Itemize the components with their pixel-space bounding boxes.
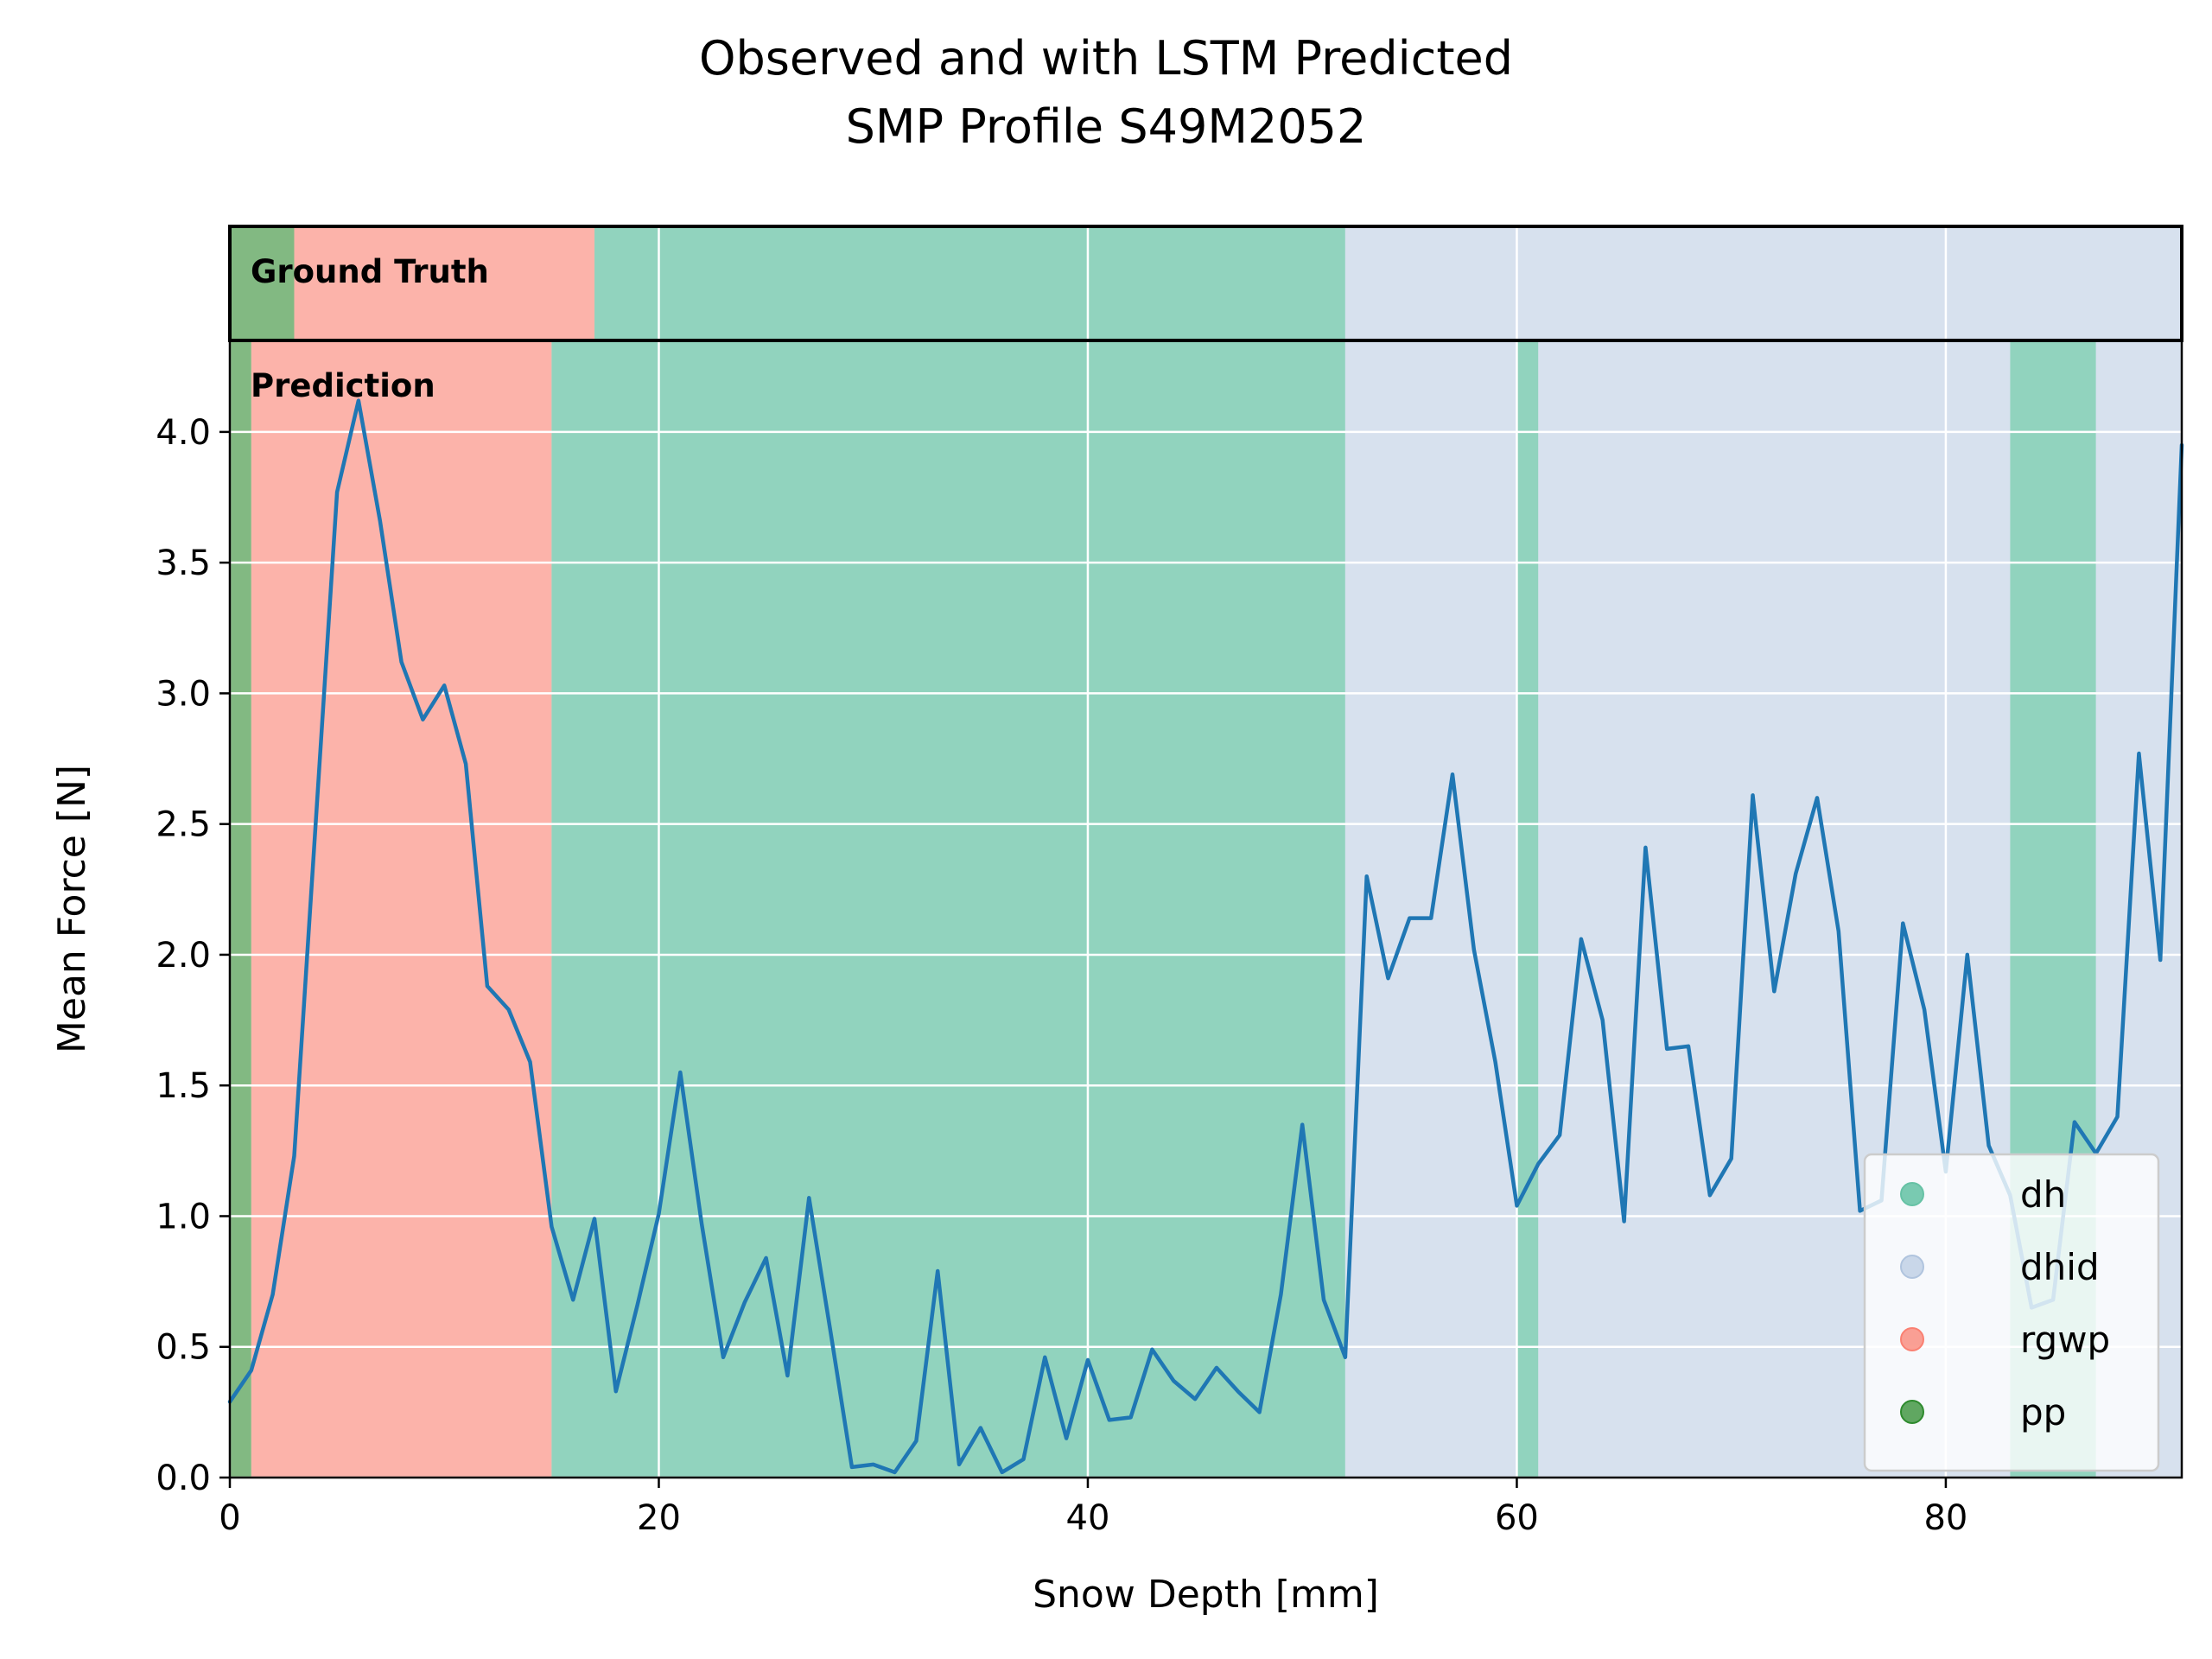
chart-subtitle: SMP Profile S49M2052: [846, 99, 1367, 154]
y-tick-label: 3.5: [156, 543, 211, 583]
chart-title: Observed and with LSTM Predicted: [699, 31, 1513, 86]
y-tick-label: 2.0: [156, 936, 211, 976]
prediction-label: Prediction: [251, 367, 435, 404]
prediction-band-dh: [551, 340, 1345, 1478]
prediction-band-dh: [1516, 340, 1539, 1478]
y-tick-label: 4.0: [156, 413, 211, 453]
prediction-band-rgwp: [251, 340, 552, 1478]
legend-label-dh: dh: [2020, 1173, 2066, 1216]
series-layer: [227, 398, 2184, 1475]
legend-marker-rgwp: [1900, 1327, 1924, 1351]
y-tick-label: 0.5: [156, 1328, 211, 1368]
legend-marker-dh: [1900, 1182, 1924, 1206]
y-tick-label: 0.0: [156, 1459, 211, 1498]
series-line-0: [227, 398, 2184, 1475]
ground-truth-label: Ground Truth: [251, 253, 489, 290]
ground-truth-band-rgwp: [294, 226, 595, 340]
x-tick-label: 20: [637, 1498, 681, 1538]
x-axis-ticks: 0 20 40 60 80: [219, 1478, 1967, 1538]
legend-marker-dhid: [1900, 1255, 1924, 1279]
x-tick-label: 60: [1495, 1498, 1539, 1538]
ground-truth-band-dhid: [1344, 226, 2182, 340]
legend-label-rgwp: rgwp: [2020, 1319, 2110, 1361]
y-axis-label: Mean Force [N]: [50, 765, 94, 1053]
ground-truth-band-pp: [230, 226, 295, 340]
y-tick-label: 1.0: [156, 1197, 211, 1236]
x-axis-label: Snow Depth [mm]: [1033, 1573, 1379, 1617]
legend-marker-pp: [1900, 1400, 1924, 1424]
ground-truth-band-dh: [594, 226, 1345, 340]
y-tick-label: 1.5: [156, 1066, 211, 1106]
legend-box: [1863, 1153, 2160, 1472]
x-tick-label: 80: [1923, 1498, 1967, 1538]
ground-truth-bands: [230, 226, 2182, 340]
y-axis-ticks: 0.0 0.5 1.0 1.5 2.0 2.5 3.0 3.5 4.0: [156, 413, 230, 1498]
legend-label-dhid: dhid: [2020, 1246, 2100, 1288]
legend-label-pp: pp: [2020, 1391, 2066, 1433]
x-tick-label: 0: [219, 1498, 240, 1538]
y-tick-label: 3.0: [156, 674, 211, 714]
legend: dh dhid rgwp pp: [1863, 1153, 2160, 1472]
prediction-band-pp: [230, 340, 251, 1478]
plot-frame: [228, 339, 2183, 1479]
x-tick-label: 40: [1066, 1498, 1110, 1538]
y-tick-label: 2.5: [156, 805, 211, 845]
